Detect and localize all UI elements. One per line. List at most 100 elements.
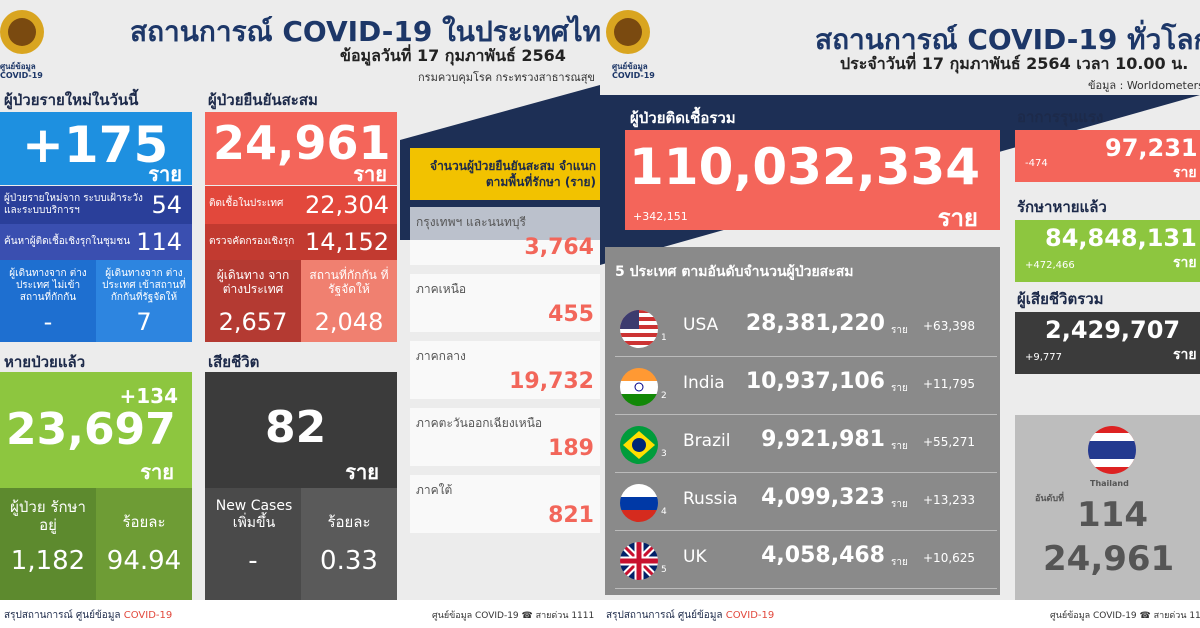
change: +9,777 — [1025, 352, 1063, 363]
rank: 3 — [661, 449, 667, 459]
col-label: ร้อยละ — [327, 513, 371, 531]
footer-summary: สรุปสถานการณ์ ศูนย์ข้อมูล COVID-19 — [4, 608, 172, 623]
section-label: เสียชีวิต — [208, 353, 260, 371]
section-label: รักษาหายแล้ว — [1017, 198, 1107, 216]
row-label: ติดเชื้อในประเทศ — [209, 198, 284, 209]
unit: ราย — [891, 325, 908, 336]
change: +10,625 — [923, 551, 976, 565]
change: +472,466 — [1025, 260, 1075, 271]
region: ภาคใต้ 821 — [410, 475, 600, 533]
cases: 9,921,981 — [761, 427, 885, 452]
value: 110,032,334 — [629, 138, 981, 196]
subtitle: ข้อมูลวันที่ 17 กุมภาพันธ์ 2564 — [340, 46, 566, 65]
col: New Cases เพิ่มขึ้น - — [205, 488, 301, 600]
confirmed-box: 24,961 ราย — [205, 112, 397, 186]
logo-line: COVID-19 — [0, 71, 43, 80]
cases: 10,937,106 — [745, 369, 885, 394]
region-label: ภาคใต้ — [416, 483, 453, 497]
cases: 4,099,323 — [761, 485, 885, 510]
value: 24,961 — [213, 116, 391, 170]
col-value: 2,048 — [314, 308, 384, 336]
value: 23,697 — [6, 404, 176, 455]
subtitle: ประจำวันที่ 17 กุมภาพันธ์ 2564 เวลา 10.0… — [840, 54, 1189, 73]
source: ข้อมูล : Worldometers — [1088, 79, 1200, 92]
section-label: ผู้เสียชีวิตรวม — [1017, 290, 1104, 308]
unit: ราย — [1173, 347, 1197, 363]
stat-box: 97,231 ราย -474 — [1015, 130, 1200, 182]
row: ตรวจคัดกรองเชิงรุก 14,152 — [205, 224, 397, 260]
cases: 4,058,468 — [761, 543, 885, 568]
col-value: 7 — [136, 308, 152, 336]
rank: 114 — [1077, 495, 1148, 535]
region-label: ภาคกลาง — [416, 349, 466, 363]
region: ภาคเหนือ 455 — [410, 274, 600, 332]
change: +13,233 — [923, 493, 976, 507]
source: กรมควบคุมโรค กระทรวงสาธารณสุข — [418, 71, 595, 84]
flag — [620, 484, 658, 522]
region-value: 821 — [548, 503, 594, 528]
col-value: - — [248, 546, 258, 576]
col-label: ร้อยละ — [122, 513, 166, 531]
col: ร้อยละ 0.33 — [301, 488, 397, 600]
row-label: ค้นหาผู้ติดเชื้อเชิงรุกในชุมชน — [4, 236, 131, 247]
col: สถานที่กักกัน ที่รัฐจัดให้ 2,048 — [301, 260, 397, 342]
col-label: ผู้เดินทาง จากต่างประเทศ — [216, 268, 290, 296]
hotline: สายด่วน 1111 — [535, 611, 595, 621]
section-label: หายป่วยแล้ว — [4, 353, 86, 371]
region-label: ภาคตะวันออกเฉียงเหนือ — [416, 416, 543, 430]
region-label: กรุงเทพฯ และนนทบุรี — [416, 215, 526, 229]
stat-box: 2,429,707 ราย +9,777 — [1015, 312, 1200, 374]
region: ภาคตะวันออกเฉียงเหนือ 189 — [410, 408, 600, 466]
value: 82 — [265, 402, 327, 453]
col-label: New Cases เพิ่มขึ้น — [215, 498, 293, 531]
footer-contact: ศูนย์ข้อมูล COVID-19 ☎ สายด่วน 1111 — [1050, 608, 1200, 622]
row: ค้นหาผู้ติดเชื้อเชิงรุกในชุมชน 114 — [0, 224, 192, 260]
footer-contact: ศูนย์ข้อมูล COVID-19 ☎ สายด่วน 1111 — [432, 611, 595, 621]
value: 97,231 — [1105, 134, 1198, 162]
unit: ราย — [891, 499, 908, 510]
footer-summary: สรุปสถานการณ์ ศูนย์ข้อมูล COVID-19 — [606, 608, 774, 623]
col-value: - — [43, 308, 53, 336]
top5-title: 5 ประเทศ ตามอันดับจำนวนผู้ป่วยสะสม — [615, 264, 854, 280]
footer-text: สรุปสถานการณ์ ศูนย์ข้อมูล — [4, 610, 121, 621]
col: ผู้เดินทางจาก ต่างประเทศ เข้าสถานที่กักก… — [96, 260, 192, 342]
col-label: ผู้ป่วย รักษาอยู่ — [10, 498, 86, 534]
country-row: 3 Brazil 9,921,981 ราย +55,271 — [615, 419, 997, 473]
value: 2,429,707 — [1045, 316, 1181, 344]
country: Brazil — [683, 431, 731, 451]
row: ติดเชื้อในประเทศ 22,304 — [205, 186, 397, 224]
regions-title: จำนวนผู้ป่วยยืนยันสะสม จำแนกตามพื้นที่รั… — [430, 159, 596, 189]
unit: ราย — [891, 441, 908, 452]
thailand-box: Thailand อันดับที่ 114 24,961 — [1015, 415, 1200, 600]
col: ผู้เดินทาง จากต่างประเทศ 2,657 — [205, 260, 301, 342]
col-label: ผู้เดินทางจาก ต่างประเทศ ไม่เข้าสถานที่ก… — [9, 268, 87, 303]
country: UK — [683, 547, 707, 567]
unit: ราย — [891, 383, 908, 394]
col-label: สถานที่กักกัน ที่รัฐจัดให้ — [309, 268, 389, 296]
cases: 28,381,220 — [745, 311, 885, 336]
rank: 4 — [661, 507, 667, 517]
logo-line: ศูนย์ข้อมูล — [0, 62, 36, 71]
col: ผู้ป่วย รักษาอยู่ 1,182 — [0, 488, 96, 600]
section-label: ผู้ป่วยติดเชื้อรวม — [630, 109, 736, 127]
col-value: 94.94 — [106, 546, 182, 576]
cases: 24,961 — [1043, 539, 1175, 579]
rank-label: อันดับที่ — [1035, 494, 1065, 504]
recovered-box: +134 23,697 ราย — [0, 372, 192, 488]
country: India — [683, 373, 725, 393]
col-value: 1,182 — [10, 546, 86, 576]
title: สถานการณ์ COVID-19 ในประเทศไทย — [130, 15, 600, 48]
unit: ราย — [148, 162, 182, 186]
country: USA — [683, 315, 719, 335]
footer-brand: COVID-19 — [123, 610, 173, 621]
logo-text: ศูนย์ข้อมูล COVID-19 — [0, 62, 43, 80]
change: +134 — [119, 384, 178, 408]
flag — [620, 426, 658, 464]
footer-text: สรุปสถานการณ์ ศูนย์ข้อมูล — [606, 610, 723, 621]
row: ผู้ป่วยรายใหม่จาก ระบบเฝ้าระวังและระบบบร… — [0, 186, 192, 224]
region: กรุงเทพฯ และนนทบุรี 3,764 — [410, 207, 600, 265]
world-panel: ศูนย์ข้อมูล COVID-19 สถานการณ์ COVID-19 ท… — [600, 0, 1200, 628]
title: สถานการณ์ COVID-19 ทั่วโลก — [815, 23, 1200, 56]
total-box: 110,032,334 ราย +342,151 — [625, 130, 1000, 232]
